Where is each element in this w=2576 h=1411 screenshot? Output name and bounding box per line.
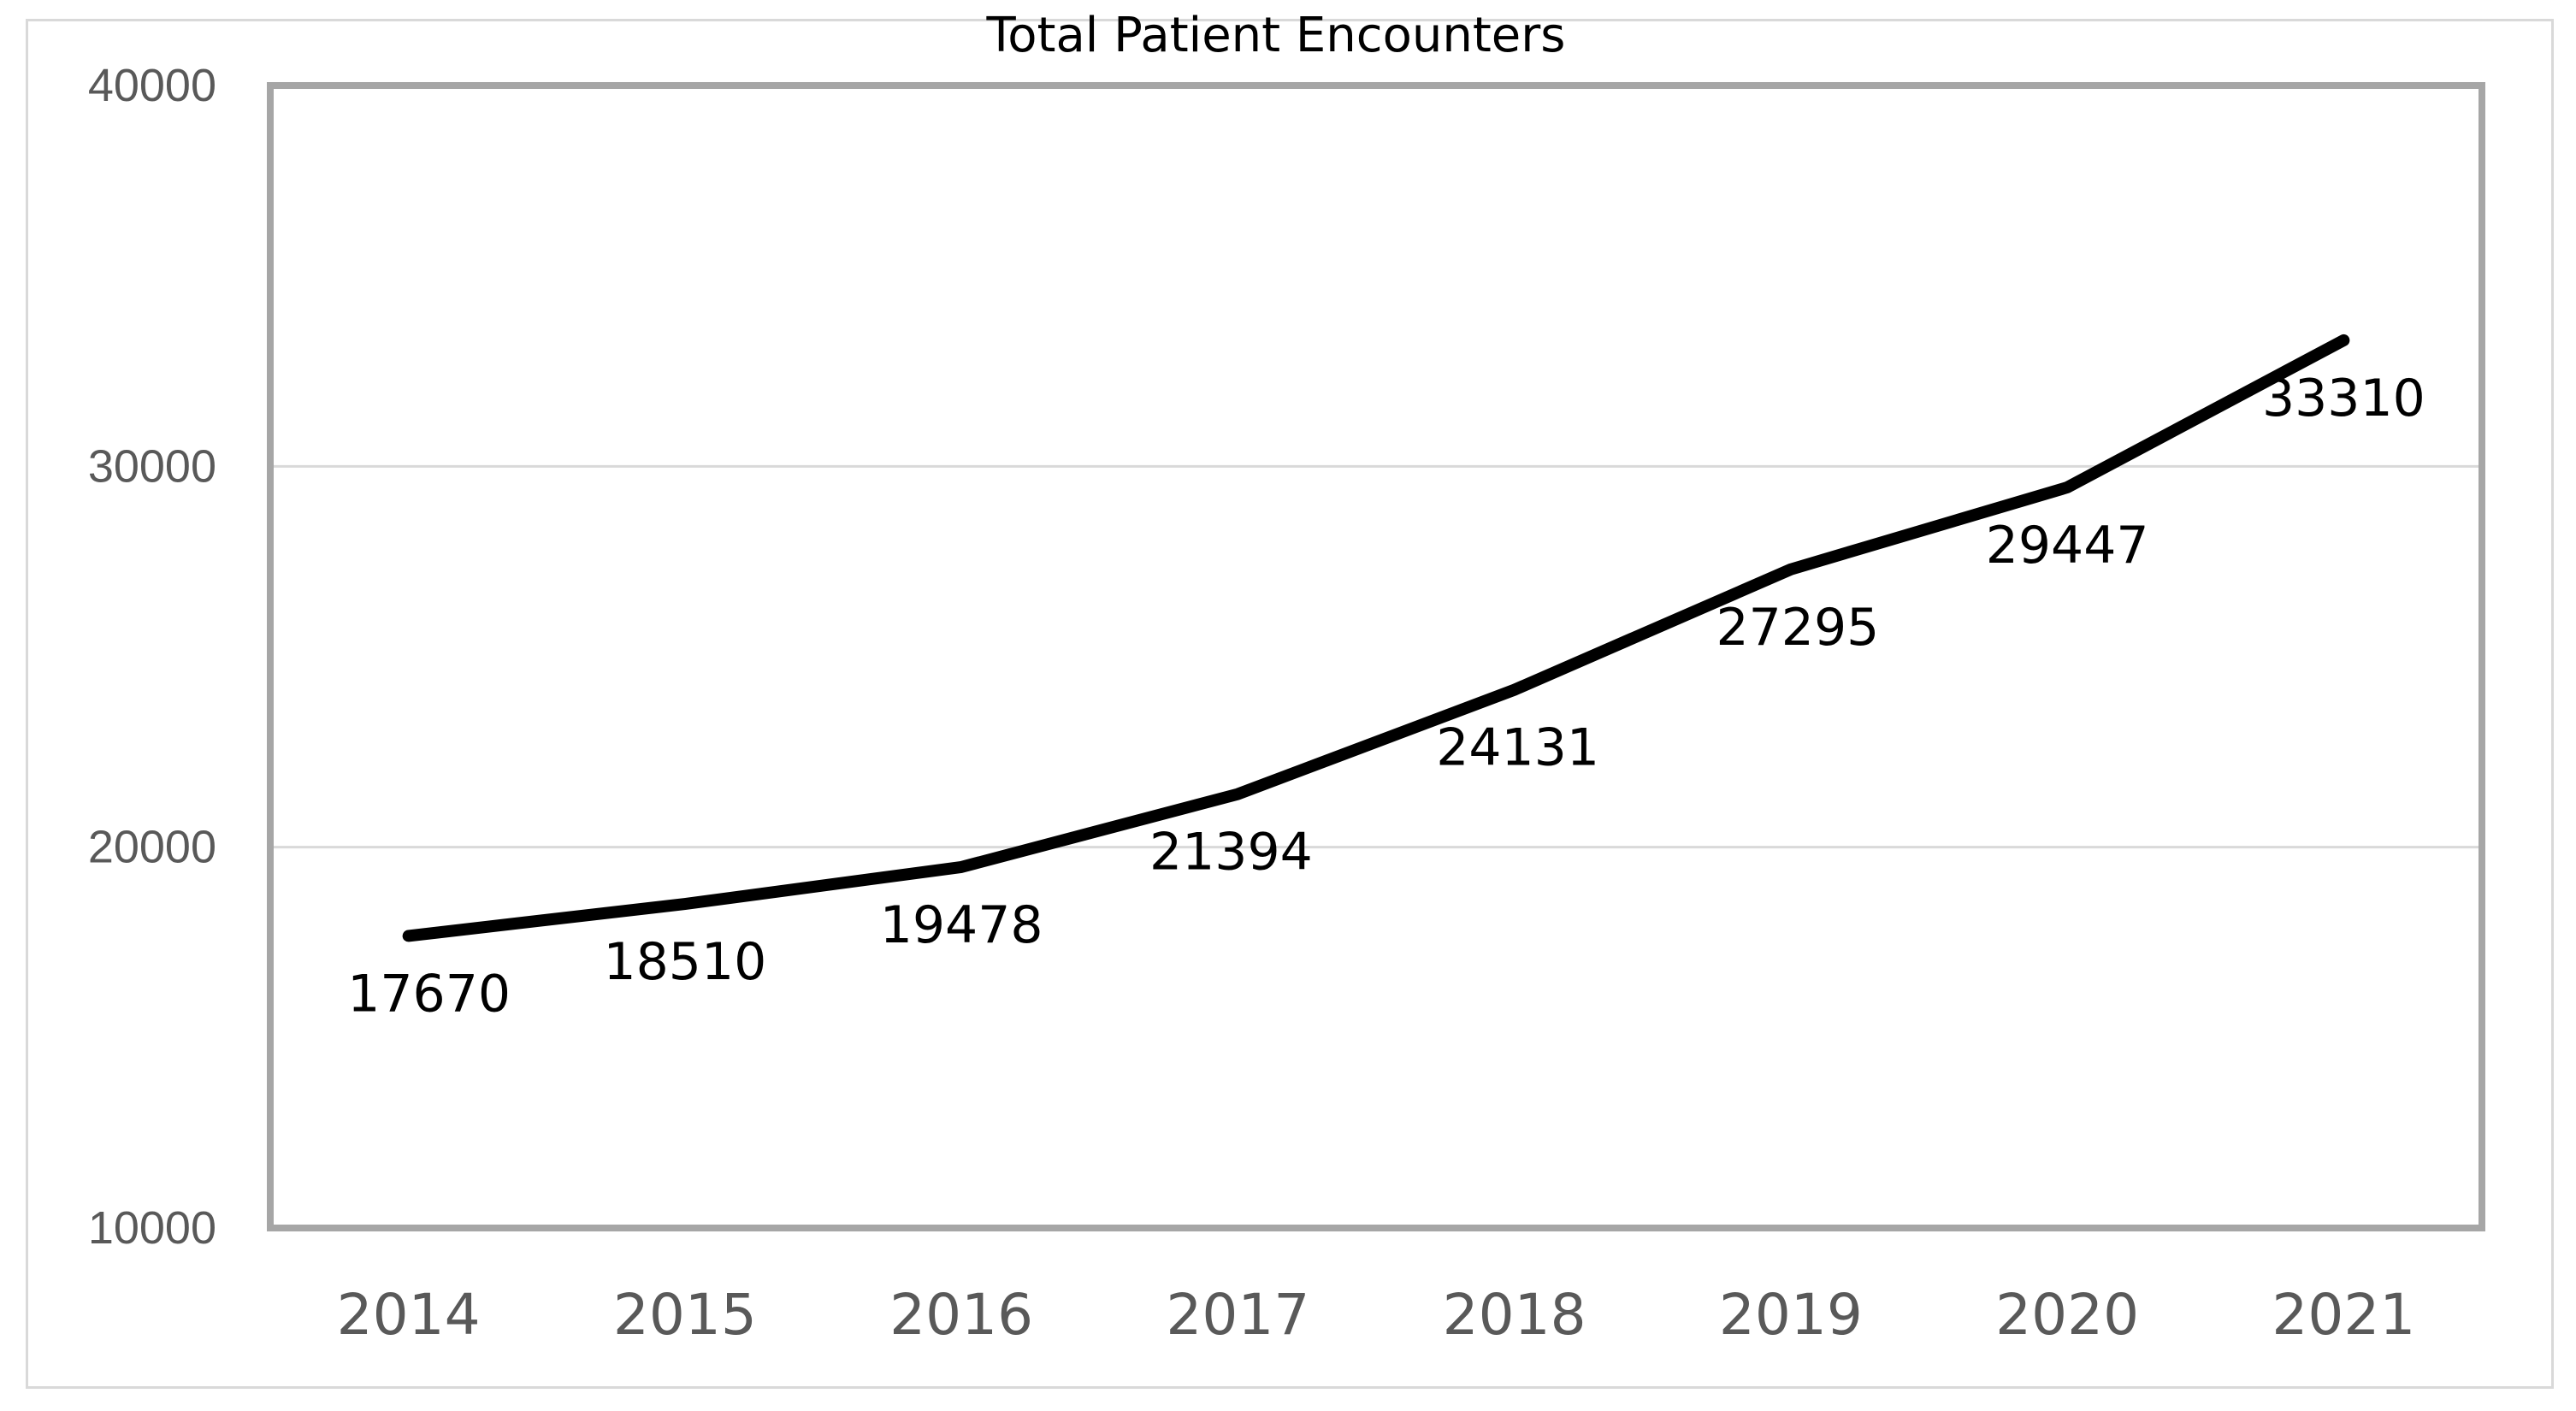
data-label: 17670 bbox=[347, 964, 511, 1024]
data-label: 29447 bbox=[1986, 516, 2149, 576]
data-point bbox=[2343, 339, 2344, 341]
y-tick-label: 40000 bbox=[88, 60, 216, 111]
series-line bbox=[402, 334, 2350, 942]
data-label: 27295 bbox=[1716, 598, 1879, 658]
chart-title: Total Patient Encounters bbox=[986, 8, 1566, 63]
data-label: 21394 bbox=[1149, 823, 1313, 883]
y-tick-label: 10000 bbox=[88, 1202, 216, 1254]
data-label: 33310 bbox=[2262, 369, 2425, 428]
y-axis-ticks: 10000 20000 30000 40000 bbox=[88, 60, 216, 1254]
data-point bbox=[1790, 569, 1792, 570]
data-point bbox=[960, 866, 962, 868]
x-axis-ticks: 2014 2015 2016 2017 2018 2019 2020 2021 bbox=[337, 1282, 2416, 1348]
data-point bbox=[684, 903, 686, 905]
x-tick-label: 2016 bbox=[889, 1282, 1033, 1348]
x-tick-label: 2019 bbox=[1719, 1282, 1863, 1348]
plot-area bbox=[267, 82, 2485, 1231]
data-point bbox=[1514, 689, 1515, 691]
chart-frame bbox=[26, 19, 2554, 1389]
y-tick-label: 30000 bbox=[88, 440, 216, 492]
x-tick-label: 2021 bbox=[2272, 1282, 2415, 1348]
x-tick-label: 2017 bbox=[1166, 1282, 1309, 1348]
data-label: 24131 bbox=[1436, 718, 1599, 778]
x-tick-label: 2020 bbox=[1995, 1282, 2139, 1348]
x-tick-label: 2018 bbox=[1443, 1282, 1586, 1348]
data-label: 18510 bbox=[603, 932, 766, 992]
x-tick-label: 2014 bbox=[337, 1282, 481, 1348]
data-label: 19478 bbox=[880, 895, 1043, 955]
gridlines bbox=[270, 464, 2482, 849]
y-tick-label: 20000 bbox=[88, 822, 216, 873]
data-labels: 17670 18510 19478 21394 24131 27295 29447 33310 bbox=[347, 369, 2425, 1024]
series-layer bbox=[402, 334, 2350, 942]
x-tick-label: 2015 bbox=[613, 1282, 757, 1348]
